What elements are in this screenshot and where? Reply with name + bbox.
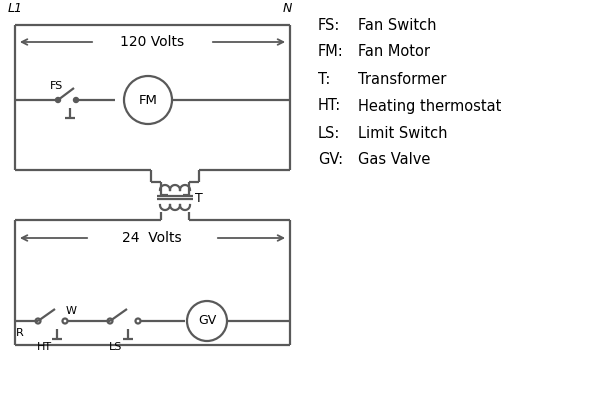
Text: FM:: FM: (318, 44, 344, 60)
Text: Heating thermostat: Heating thermostat (358, 98, 502, 114)
Text: L1: L1 (8, 2, 23, 14)
Text: R: R (16, 328, 24, 338)
Text: LS: LS (109, 342, 123, 352)
Text: T:: T: (318, 72, 330, 86)
Text: FM: FM (139, 94, 158, 106)
Text: FS:: FS: (318, 18, 340, 32)
Text: FS: FS (50, 81, 63, 91)
Text: Fan Motor: Fan Motor (358, 44, 430, 60)
Text: Limit Switch: Limit Switch (358, 126, 447, 140)
Text: W: W (66, 306, 77, 316)
Circle shape (74, 98, 78, 102)
Text: 24  Volts: 24 Volts (122, 231, 182, 245)
Circle shape (55, 98, 61, 102)
Text: GV:: GV: (318, 152, 343, 168)
Text: Transformer: Transformer (358, 72, 447, 86)
Text: LS:: LS: (318, 126, 340, 140)
Text: 120 Volts: 120 Volts (120, 35, 184, 49)
Text: Gas Valve: Gas Valve (358, 152, 430, 168)
Text: HT:: HT: (318, 98, 341, 114)
Text: GV: GV (198, 314, 216, 328)
Text: Fan Switch: Fan Switch (358, 18, 437, 32)
Text: N: N (283, 2, 293, 14)
Text: T: T (195, 192, 203, 204)
Text: HT: HT (37, 342, 51, 352)
